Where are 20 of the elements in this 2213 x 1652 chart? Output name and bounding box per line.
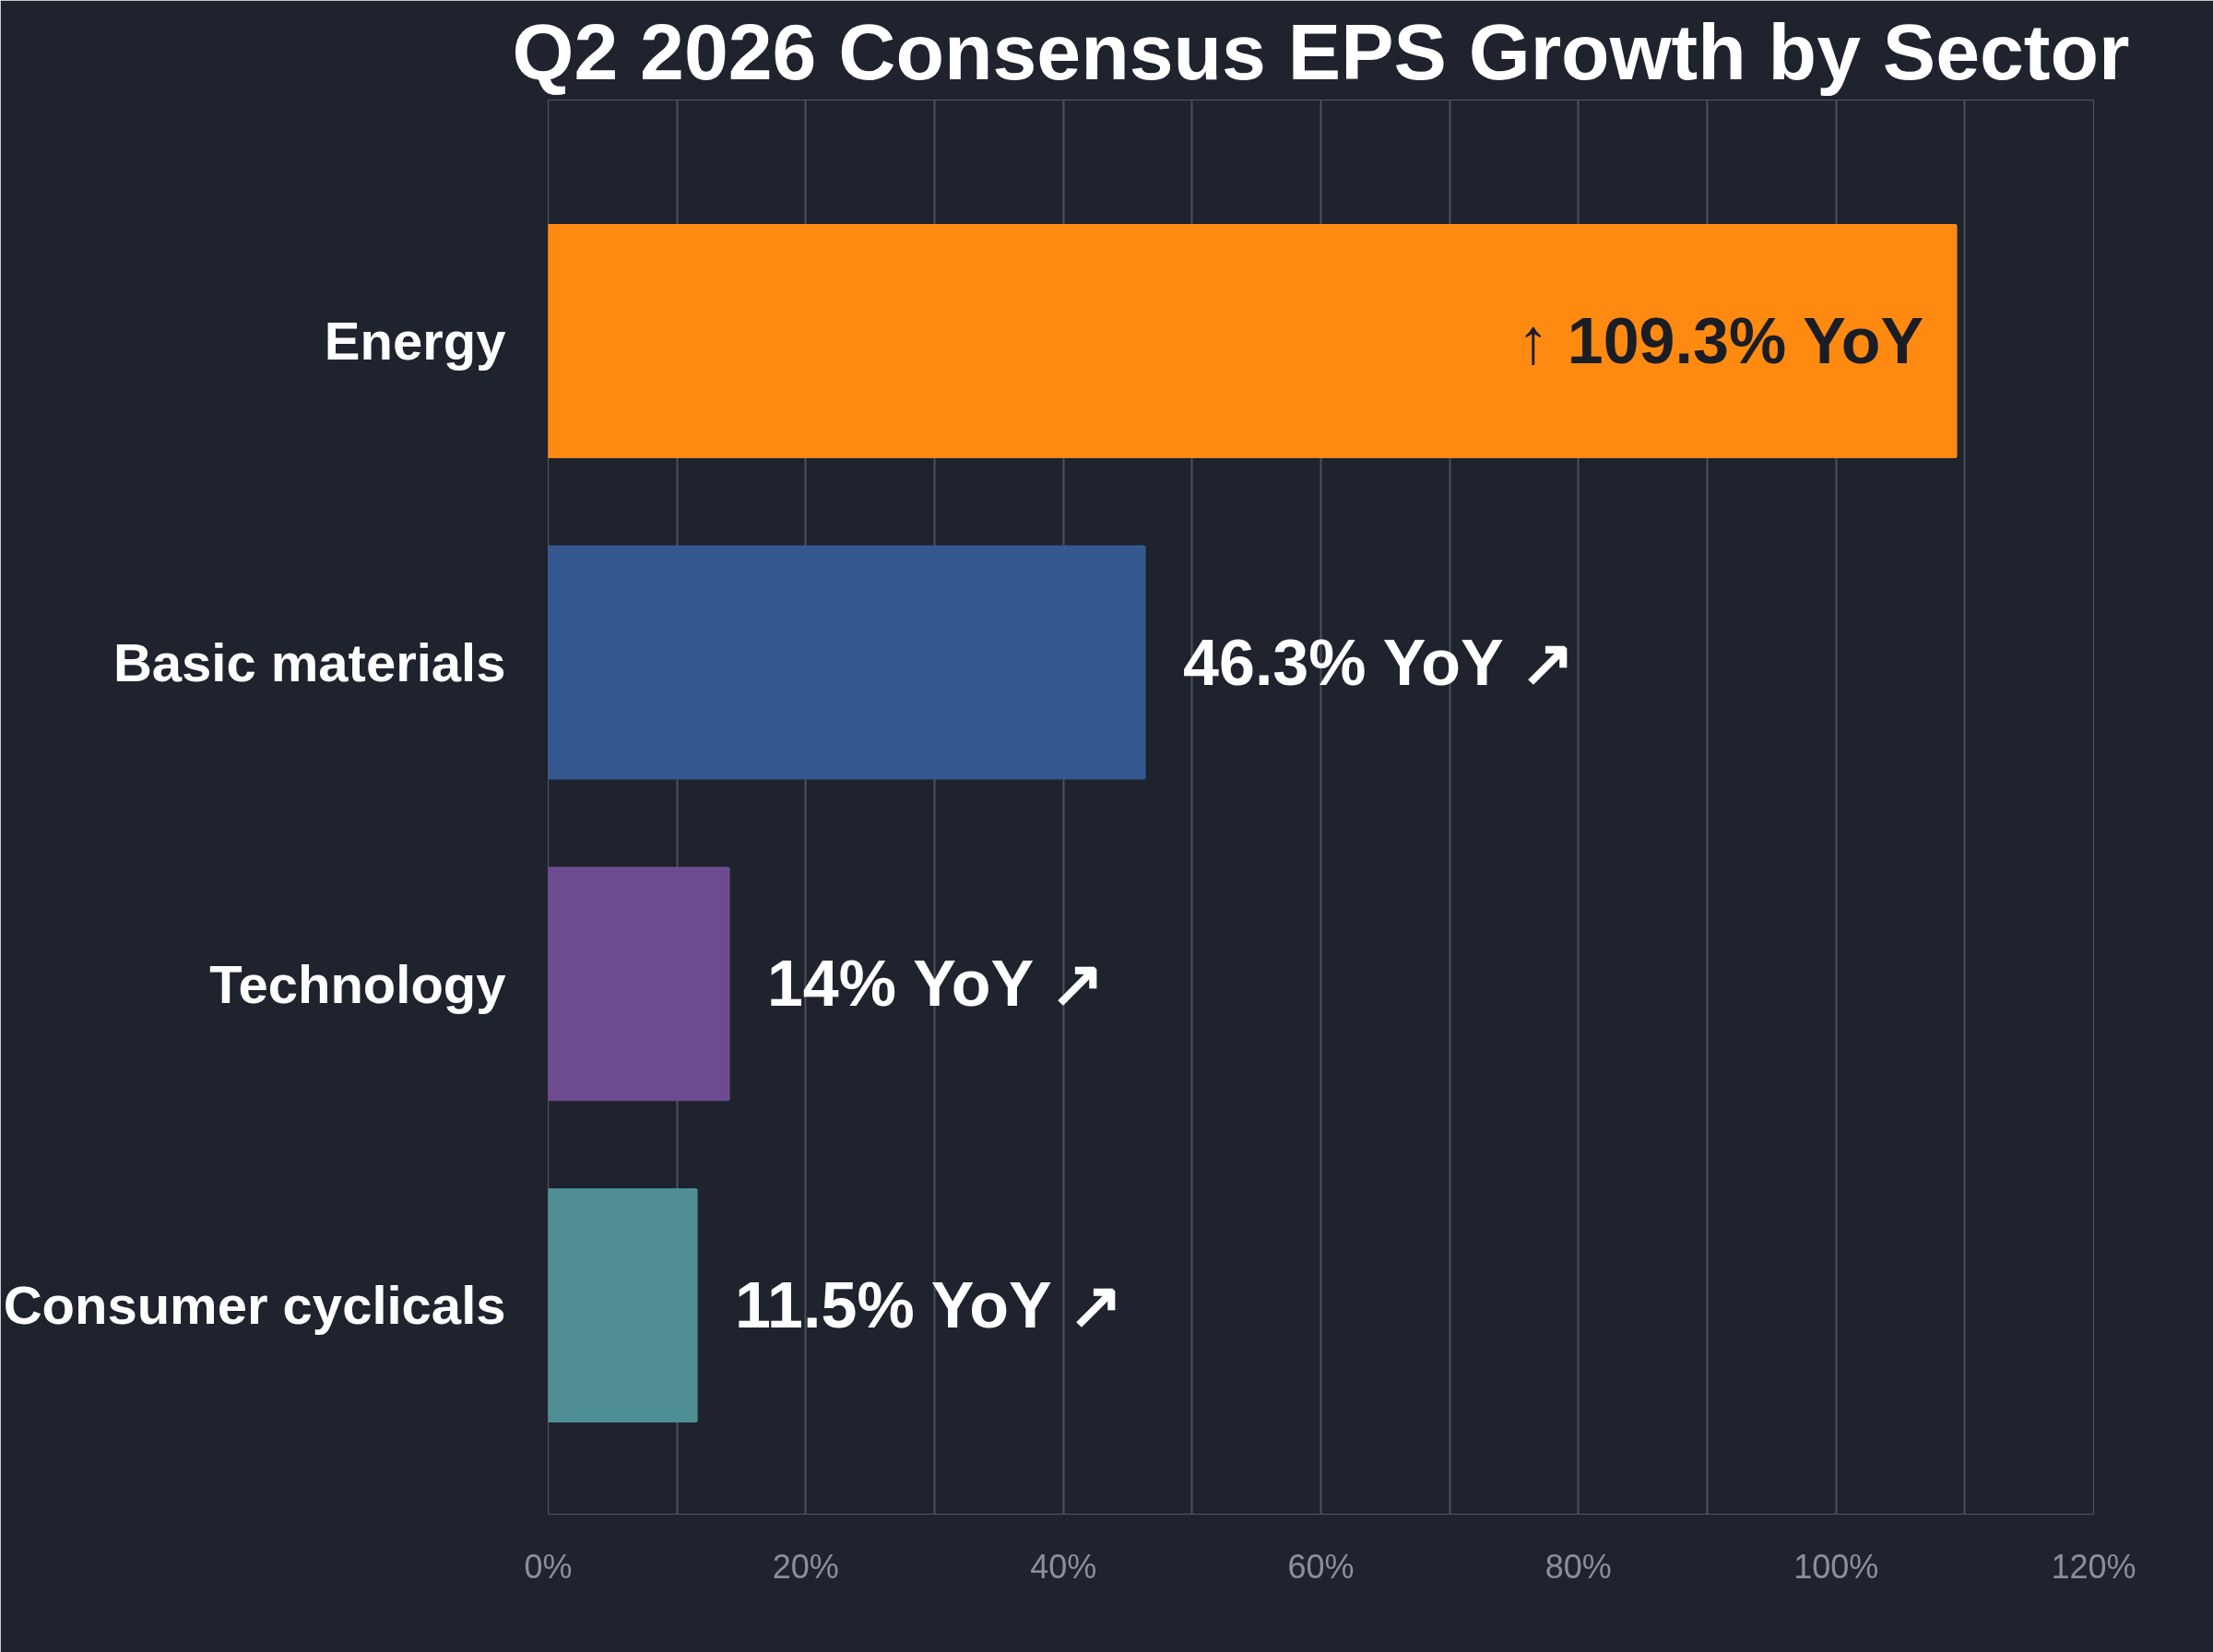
y-tick-label: Consumer cyclicals (3, 1275, 506, 1336)
y-tick-label: Energy (324, 311, 506, 372)
data-label: 46.3% YoY ↗ (1183, 626, 1575, 699)
x-tick-label: 20% (772, 1547, 839, 1586)
data-label: 11.5% YoY ↗ (735, 1268, 1123, 1341)
bar (548, 867, 730, 1102)
bar (548, 1187, 698, 1422)
x-tick-label: 100% (1793, 1547, 1879, 1586)
chart-title: Q2 2026 Consensus EPS Growth by Sector (512, 6, 2130, 96)
data-label: 14% YoY ↗ (766, 948, 1106, 1021)
data-label: ↑ 109.3% YoY (1517, 304, 1924, 377)
x-tick-label: 120% (2051, 1547, 2136, 1586)
x-tick-label: 40% (1030, 1547, 1097, 1586)
x-tick-label: 80% (1544, 1547, 1612, 1586)
bar (548, 545, 1146, 780)
y-tick-label: Basic materials (112, 632, 506, 693)
x-tick-label: 0% (524, 1547, 573, 1586)
y-tick-label: Technology (209, 953, 506, 1014)
x-tick-label: 60% (1287, 1547, 1355, 1586)
bar (548, 223, 1958, 458)
